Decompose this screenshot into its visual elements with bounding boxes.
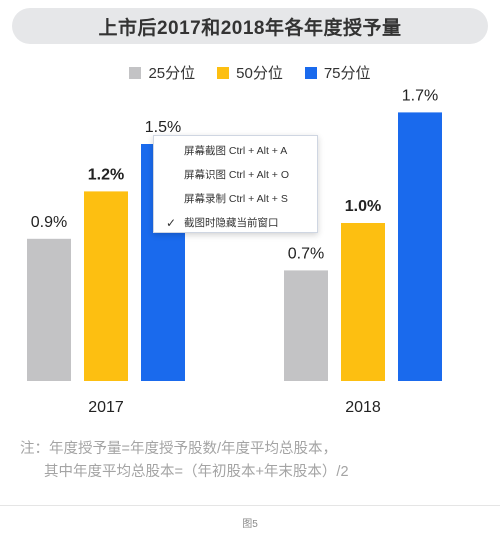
legend-label-p75: 75分位	[323, 65, 371, 82]
menu-item-label: 屏幕录制 Ctrl + Alt + S	[184, 193, 288, 205]
menu-item-label: 截图时隐藏当前窗口	[184, 217, 279, 229]
menu-item-label: 屏幕截图 Ctrl + Alt + A	[184, 145, 288, 157]
data-label-p25-2017: 0.9%	[31, 214, 67, 231]
context-menu[interactable]: 屏幕截图 Ctrl + Alt + A 屏幕识图 Ctrl + Alt + O …	[153, 135, 318, 233]
data-label-p50-2017: 1.2%	[88, 166, 124, 183]
menu-item-label: 屏幕识图 Ctrl + Alt + O	[184, 169, 290, 181]
bar-p75-2018	[398, 112, 442, 382]
legend-item-p25: 25分位	[129, 62, 195, 83]
chart-title-bar: 上市后2017和2018年各年度授予量	[12, 8, 488, 44]
legend-item-p50: 50分位	[217, 62, 283, 83]
legend-label-p50: 50分位	[236, 65, 283, 82]
menu-item-hide-window[interactable]: ✓ 截图时隐藏当前窗口	[154, 212, 317, 234]
divider	[0, 505, 500, 506]
legend-swatch-p75	[304, 66, 317, 79]
chart-title: 上市后2017和2018年各年度授予量	[98, 17, 402, 39]
chart-legend: 25分位 50分位 75分位	[0, 62, 500, 83]
footnote: 注：年度授予量=年度授予股数/年度平均总股本， 其中年度平均总股本=（年初股本+…	[20, 438, 349, 484]
bar-p50-2017	[84, 191, 128, 381]
data-label-p75-2018: 1.7%	[402, 87, 438, 104]
bar-p25-2018	[284, 270, 328, 381]
legend-item-p75: 75分位	[304, 62, 371, 83]
data-label-p25-2018: 0.7%	[288, 245, 324, 262]
footnote-line-1: 注：年度授予量=年度授予股数/年度平均总股本，	[20, 441, 337, 457]
legend-swatch-p25	[129, 66, 142, 79]
figure-caption: 图5	[242, 519, 258, 530]
check-icon: ✓	[166, 216, 177, 230]
x-tick-label-2017: 2017	[88, 399, 124, 416]
footnote-line-2: 其中年度平均总股本=（年初股本+年末股本）/2	[44, 464, 349, 480]
menu-item-screen-ocr[interactable]: 屏幕识图 Ctrl + Alt + O	[154, 164, 317, 186]
menu-item-screen-record[interactable]: 屏幕录制 Ctrl + Alt + S	[154, 188, 317, 210]
bar-p50-2018	[341, 223, 385, 381]
menu-item-screenshot[interactable]: 屏幕截图 Ctrl + Alt + A	[154, 140, 317, 162]
legend-swatch-p50	[217, 66, 230, 79]
data-label-p75-2017: 1.5%	[145, 119, 181, 136]
legend-label-p25: 25分位	[148, 65, 196, 82]
bar-p25-2017	[27, 238, 71, 381]
data-label-p50-2018: 1.0%	[345, 198, 381, 215]
x-tick-label-2018: 2018	[345, 399, 381, 416]
